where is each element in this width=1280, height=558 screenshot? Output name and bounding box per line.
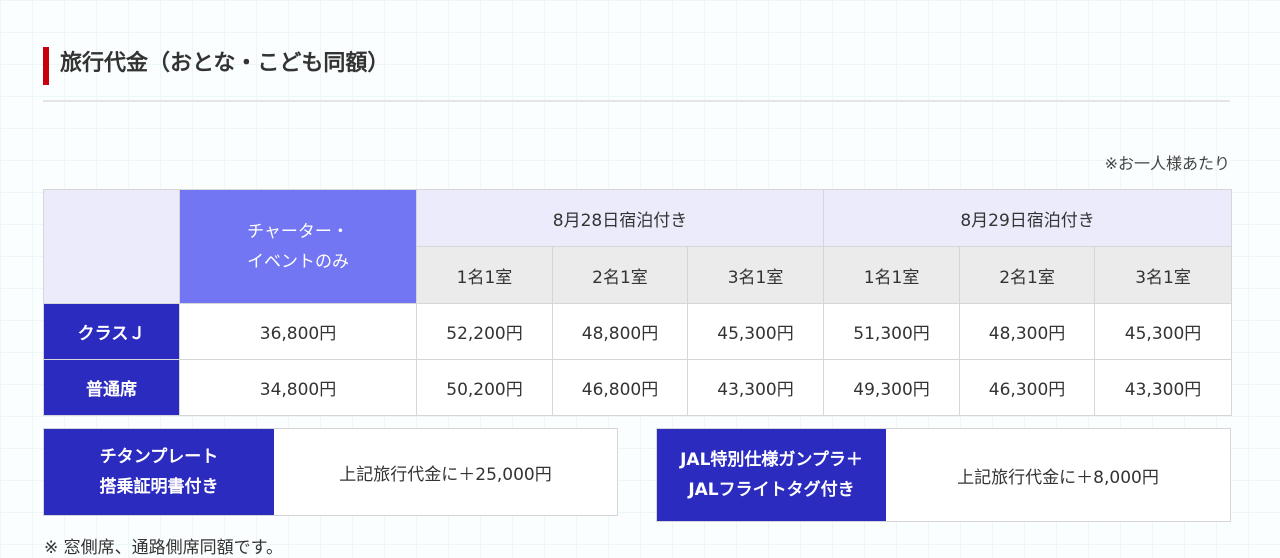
room-header: 2名1室 <box>552 246 688 304</box>
room-header: 2名1室 <box>959 246 1096 304</box>
charter-header: チャーター・ イベントのみ <box>179 189 417 304</box>
option-price: 上記旅行代金に＋25,000円 <box>339 464 552 485</box>
price-cell: 49,300円 <box>823 359 961 416</box>
date-header-aug29: 8月29日宿泊付き <box>823 189 1233 247</box>
room-header: 1名1室 <box>823 246 961 304</box>
room-header: 3名1室 <box>686 246 825 304</box>
charter-header-line2: イベントのみ <box>247 251 349 272</box>
price-cell-charter: 34,800円 <box>179 359 417 416</box>
table-row-class-j: クラスＪ 36,800円 52,200円 48,800円 45,300円 51,… <box>43 303 1233 360</box>
price-cell: 51,300円 <box>823 303 961 360</box>
price-cell-charter: 36,800円 <box>179 303 417 360</box>
heading-accent-bar <box>43 47 49 85</box>
date-header-aug28: 8月28日宿泊付き <box>415 189 825 247</box>
seat-note: ※ 窓側席、通路側席同額です。 <box>44 538 283 558</box>
price-cell: 45,300円 <box>1094 303 1233 360</box>
price-cell: 46,300円 <box>959 359 1096 416</box>
option-label-line2: JALフライトタグ付き <box>688 480 855 500</box>
per-person-note: ※お一人様あたり <box>1104 154 1230 173</box>
option-label-line1: JAL特別仕様ガンプラ＋ <box>680 450 863 470</box>
price-cell: 43,300円 <box>686 359 825 416</box>
table-row-economy: 普通席 34,800円 50,200円 46,800円 43,300円 49,3… <box>43 359 1233 416</box>
price-table: チャーター・ イベントのみ 8月28日宿泊付き 8月29日宿泊付き 1名1室 2… <box>43 189 1233 416</box>
option-box-titanium-plate: チタンプレート 搭乗証明書付き 上記旅行代金に＋25,000円 <box>43 428 618 516</box>
price-cell: 45,300円 <box>686 303 825 360</box>
row-label-class-j: クラスＪ <box>43 303 180 360</box>
price-cell: 48,800円 <box>552 303 688 360</box>
option-label: チタンプレート 搭乗証明書付き <box>44 429 274 515</box>
table-corner-cell <box>43 189 180 304</box>
section-heading: 旅行代金（おとな・こども同額） <box>43 44 1230 102</box>
price-cell: 52,200円 <box>416 303 553 360</box>
option-price: 上記旅行代金に＋8,000円 <box>957 467 1159 488</box>
room-header: 3名1室 <box>1094 246 1233 304</box>
charter-header-line1: チャーター・ <box>247 221 349 242</box>
page-title: 旅行代金（おとな・こども同額） <box>60 51 390 76</box>
option-label-line1: チタンプレート <box>99 447 219 467</box>
price-cell: 50,200円 <box>416 359 553 416</box>
room-header: 1名1室 <box>416 246 553 304</box>
price-cell: 46,800円 <box>552 359 688 416</box>
option-label: JAL特別仕様ガンプラ＋ JALフライトタグ付き <box>657 429 886 521</box>
price-cell: 43,300円 <box>1094 359 1233 416</box>
option-label-line2: 搭乗証明書付き <box>99 477 219 497</box>
option-box-gunpla: JAL特別仕様ガンプラ＋ JALフライトタグ付き 上記旅行代金に＋8,000円 <box>656 428 1231 522</box>
price-cell: 48,300円 <box>959 303 1096 360</box>
row-label-economy: 普通席 <box>43 359 180 416</box>
